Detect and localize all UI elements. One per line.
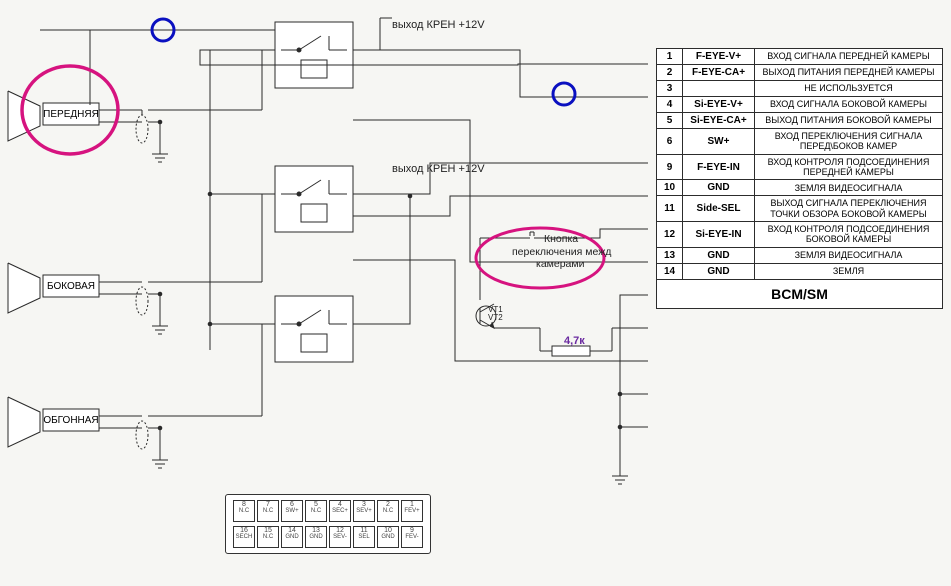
pin-signal: GND [683, 180, 755, 196]
pin-desc: ВХОД СИГНАЛА ПЕРЕДНЕЙ КАМЕРЫ [755, 49, 943, 65]
table-row: 3 НЕ ИСПОЛЬЗУЕТСЯ [657, 81, 943, 97]
pin-desc: ВЫХОД ПИТАНИЯ ПЕРЕДНЕЙ КАМЕРЫ [755, 65, 943, 81]
table-row: 1F-EYE-V+ВХОД СИГНАЛА ПЕРЕДНЕЙ КАМЕРЫ [657, 49, 943, 65]
connector-pin-label: 8N.C [233, 501, 255, 514]
camera-label-front: ПЕРЕДНЯЯ [43, 103, 99, 125]
connector-pin-label: 4SEC+ [329, 501, 351, 514]
pin-desc: ЗЕМЛЯ [755, 263, 943, 279]
pin-table: 1F-EYE-V+ВХОД СИГНАЛА ПЕРЕДНЕЙ КАМЕРЫ2F-… [656, 48, 943, 309]
label-kron-2: выход КРЕН +12V [392, 163, 485, 175]
table-footer: BCM/SM [657, 279, 943, 308]
pin-desc: ВЫХОД ПИТАНИЯ БОКОВОЙ КАМЕРЫ [755, 113, 943, 129]
connector-pin-label: 3SEV+ [353, 501, 375, 514]
camera-label-overtake: ОБГОННАЯ [43, 409, 99, 431]
pin-signal: Side-SEL [683, 196, 755, 222]
connector-pin-label: 15N.C [257, 527, 279, 540]
pin-signal: Si-EYE-IN [683, 222, 755, 248]
pin-signal: SW+ [683, 129, 755, 155]
table-row: 12Si-EYE-INВХОД КОНТРОЛЯ ПОДСОЕДИНЕНИЯ Б… [657, 222, 943, 248]
connector-pin-label: 14GND [281, 527, 303, 540]
pin-desc: ВХОД КОНТРОЛЯ ПОДСОЕДИНЕНИЯ БОКОВОЙ КАМЕ… [755, 222, 943, 248]
pin-desc: ЗЕМЛЯ ВИДЕОСИГНАЛА [755, 180, 943, 196]
pin-num: 10 [657, 180, 683, 196]
camera-label-side: БОКОВАЯ [43, 275, 99, 297]
table-row: 10GNDЗЕМЛЯ ВИДЕОСИГНАЛА [657, 180, 943, 196]
connector-pin-label: 10GND [377, 527, 399, 540]
connector-pin-label: 9FEV- [401, 527, 423, 540]
connector-pin-label: 12SEV- [329, 527, 351, 540]
connector-pin-label: 13GND [305, 527, 327, 540]
table-row: 4Si-EYE-V+ВХОД СИГНАЛА БОКОВОЙ КАМЕРЫ [657, 97, 943, 113]
transistor-label: VT1 VT2 [488, 306, 503, 322]
table-row: 14GNDЗЕМЛЯ [657, 263, 943, 279]
resistor-label: 4,7к [564, 335, 585, 347]
connector-pin-label: 2N.C [377, 501, 399, 514]
pin-num: 11 [657, 196, 683, 222]
pin-signal: Si-EYE-V+ [683, 97, 755, 113]
pin-signal: Si-EYE-CA+ [683, 113, 755, 129]
switch-button-label: Кнопка переключения межд камерами [512, 233, 632, 271]
connector-pin-label: 16SECH [233, 527, 255, 540]
pin-num: 2 [657, 65, 683, 81]
pin-num: 14 [657, 263, 683, 279]
pin-num: 4 [657, 97, 683, 113]
table-row: 11Side-SELВЫХОД СИГНАЛА ПЕРЕКЛЮЧЕНИЯ ТОЧ… [657, 196, 943, 222]
pin-signal [683, 81, 755, 97]
pin-desc: ВЫХОД СИГНАЛА ПЕРЕКЛЮЧЕНИЯ ТОЧКИ ОБЗОРА … [755, 196, 943, 222]
connector-pin-label: 5N.C [305, 501, 327, 514]
connector-pin-label: 7N.C [257, 501, 279, 514]
table-row: 6SW+ВХОД ПЕРЕКЛЮЧЕНИЯ СИГНАЛА ПЕРЕД\БОКО… [657, 129, 943, 155]
table-row: 13GNDЗЕМЛЯ ВИДЕОСИГНАЛА [657, 247, 943, 263]
table-row: 2F-EYE-CA+ВЫХОД ПИТАНИЯ ПЕРЕДНЕЙ КАМЕРЫ [657, 65, 943, 81]
pin-num: 5 [657, 113, 683, 129]
connector-pin-label: 6SW+ [281, 501, 303, 514]
pin-desc: НЕ ИСПОЛЬЗУЕТСЯ [755, 81, 943, 97]
pin-desc: ВХОД КОНТРОЛЯ ПОДСОЕДИНЕНИЯ ПЕРЕДНЕЙ КАМ… [755, 154, 943, 180]
pin-signal: F-EYE-CA+ [683, 65, 755, 81]
table-row: 5Si-EYE-CA+ВЫХОД ПИТАНИЯ БОКОВОЙ КАМЕРЫ [657, 113, 943, 129]
connector-pin-label: 11SEL [353, 527, 375, 540]
pin-num: 9 [657, 154, 683, 180]
pin-num: 6 [657, 129, 683, 155]
pin-signal: F-EYE-IN [683, 154, 755, 180]
label-kron-1: выход КРЕН +12V [392, 19, 485, 31]
pin-signal: F-EYE-V+ [683, 49, 755, 65]
table-row: 9F-EYE-INВХОД КОНТРОЛЯ ПОДСОЕДИНЕНИЯ ПЕР… [657, 154, 943, 180]
pin-signal: GND [683, 263, 755, 279]
pin-desc: ЗЕМЛЯ ВИДЕОСИГНАЛА [755, 247, 943, 263]
pin-num: 13 [657, 247, 683, 263]
pin-num: 12 [657, 222, 683, 248]
pin-num: 1 [657, 49, 683, 65]
pin-signal: GND [683, 247, 755, 263]
pin-desc: ВХОД ПЕРЕКЛЮЧЕНИЯ СИГНАЛА ПЕРЕД\БОКОВ КА… [755, 129, 943, 155]
connector-pin-label: 1FEV+ [401, 501, 423, 514]
pin-num: 3 [657, 81, 683, 97]
pin-desc: ВХОД СИГНАЛА БОКОВОЙ КАМЕРЫ [755, 97, 943, 113]
